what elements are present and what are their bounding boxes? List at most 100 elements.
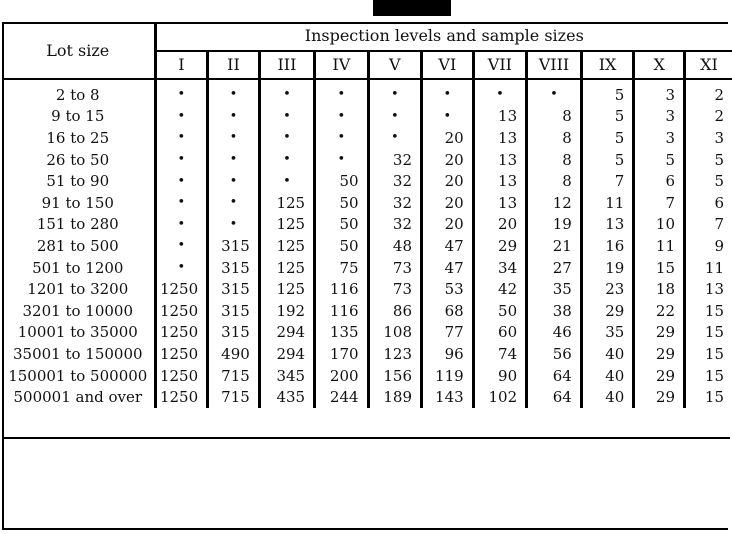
sample-size-cell: 53 [421, 278, 475, 300]
sample-size-cell: 7 [714, 215, 724, 234]
sample-size-cell: 50 [314, 235, 370, 257]
sample-size-cell: 125 [259, 191, 317, 214]
sample-size-cell: 68 [421, 299, 475, 322]
sample-size-cell: • [155, 127, 210, 149]
sample-size-cell: 42 [473, 278, 529, 300]
sample-size-cell: • [314, 79, 370, 106]
level-header: VIII [526, 50, 583, 80]
sample-size-cell: 315 [207, 299, 261, 322]
sample-size-cell: • [473, 79, 529, 106]
sample-size-cell: 1250 [155, 343, 210, 365]
table-row: 91 to 150 • • 125 50 32 20 13 12 11 7 6 [2, 191, 732, 214]
level-header: IV [314, 50, 370, 80]
level-header: III [259, 50, 317, 80]
table-row: 51 to 90 • • • 50 32 20 13 8 7 6 5 [2, 170, 732, 192]
sample-size-cell: 315 [207, 278, 261, 300]
sample-size-cell: • [155, 79, 210, 106]
sample-size-cell: 29 [581, 299, 636, 322]
lot-size-cell: 35001 to 150000 [2, 343, 157, 365]
table-row: 500001 and over 1250 715 435 244 189 143 102 64 4… [2, 386, 732, 408]
sample-size-cell: 47 [421, 235, 475, 257]
sample-size-cell: • [526, 79, 583, 106]
sample-size-cell: • [155, 148, 210, 171]
lot-size-cell: 91 to 150 [2, 191, 157, 214]
sample-size-cell: • [314, 127, 370, 149]
sample-size-cell: 74 [473, 343, 529, 365]
sample-size-cell: 315 [207, 235, 261, 257]
sample-size-cell: • [421, 79, 475, 106]
sample-size-cell: 20 [421, 213, 475, 236]
sample-size-cell: 19 [526, 213, 583, 236]
sample-size-cell: 20 [473, 213, 529, 236]
level-header: IX [581, 50, 636, 80]
sample-size-cell: 64 [526, 386, 583, 408]
sample-size-cell: 27 [526, 256, 583, 279]
sample-size-cell: 13 [581, 213, 636, 236]
sample-size-cell: 16 [581, 235, 636, 257]
sample-size-cell: 435 [259, 386, 317, 408]
sample-size-cell: 73 [368, 256, 424, 279]
sample-size-cell: • [155, 170, 210, 192]
sample-size-cell: 200 [314, 364, 370, 387]
sample-size-cell: 2 [714, 85, 724, 104]
lot-size-cell: 1201 to 3200 [2, 278, 157, 300]
sample-size-cell: 192 [259, 299, 317, 322]
table-row: 35001 to 150000 1250 490 294 170 123 96 74 56 40 2… [2, 343, 732, 365]
sample-size-cell: 19 [581, 256, 636, 279]
sample-size-cell: 108 [368, 321, 424, 344]
sample-size-cell: 135 [314, 321, 370, 344]
sample-size-cell: 294 [259, 343, 317, 365]
sample-size-cell: 29 [633, 364, 687, 387]
sample-size-cell: 60 [473, 321, 529, 344]
inspection-levels-title: Inspection levels and sample sizes [155, 22, 732, 52]
sample-size-cell: 345 [259, 364, 317, 387]
sample-size-cell: 123 [368, 343, 424, 365]
sample-size-cell: 1250 [155, 321, 210, 344]
sample-size-cell: • [207, 213, 261, 236]
sample-size-cell: 490 [207, 343, 261, 365]
sample-size-cell: 11 [704, 258, 724, 277]
lot-size-cell: 3201 to 10000 [2, 299, 157, 322]
sample-size-cell: 5 [581, 127, 636, 149]
sample-size-cell: 5 [581, 148, 636, 171]
sample-size-cell: 6 [714, 193, 724, 212]
sample-size-cell: 3 [633, 79, 687, 106]
sample-size-cell: • [207, 148, 261, 171]
sample-size-cell: 5 [581, 105, 636, 128]
sample-size-cell: 116 [314, 299, 370, 322]
level-header: I [155, 50, 210, 80]
table-row: 1201 to 3200 1250 315 125 116 73 53 42 35 23 18 13 [2, 278, 732, 300]
sample-size-cell: • [259, 170, 317, 192]
sample-size-cell: 35 [526, 278, 583, 300]
sample-size-cell: 22 [633, 299, 687, 322]
sample-size-cell: 77 [421, 321, 475, 344]
sample-size-cell: • [207, 79, 261, 106]
sample-size-cell: • [314, 148, 370, 171]
sample-size-cell: 244 [314, 386, 370, 408]
sample-size-cell: 15 [704, 301, 724, 320]
sample-size-cell: 15 [704, 388, 724, 407]
sample-size-cell: 40 [581, 364, 636, 387]
table-row: 281 to 500 • 315 125 50 48 47 29 21 16 11 9 [2, 235, 732, 257]
sample-size-cell: 13 [473, 105, 529, 128]
sample-size-cell: 90 [473, 364, 529, 387]
header-black-bar [373, 0, 451, 16]
sample-size-cell: 13 [473, 191, 529, 214]
sample-size-cell: • [207, 170, 261, 192]
table-row: 16 to 25 • • • • • 20 13 8 5 3 3 [2, 127, 732, 149]
sample-size-cell: 5 [633, 148, 687, 171]
sample-size-cell: • [155, 235, 210, 257]
table-bottom-rule [2, 437, 730, 439]
lot-size-cell: 500001 and over [2, 386, 157, 408]
table-row: 151 to 280 • • 125 50 32 20 20 19 13 10 7 [2, 213, 732, 236]
sample-size-cell: • [421, 105, 475, 128]
table-row: 9 to 15 • • • • • • 13 8 5 3 2 [2, 105, 732, 128]
sample-size-cell: • [259, 105, 317, 128]
sample-size-cell: 125 [259, 235, 317, 257]
sample-size-cell: 315 [207, 256, 261, 279]
sample-size-cell: 32 [368, 170, 424, 192]
sample-size-cell: 15 [704, 344, 724, 363]
sample-size-cell: 125 [259, 256, 317, 279]
sample-size-cell: 15 [633, 256, 687, 279]
sample-size-cell: 8 [526, 170, 583, 192]
